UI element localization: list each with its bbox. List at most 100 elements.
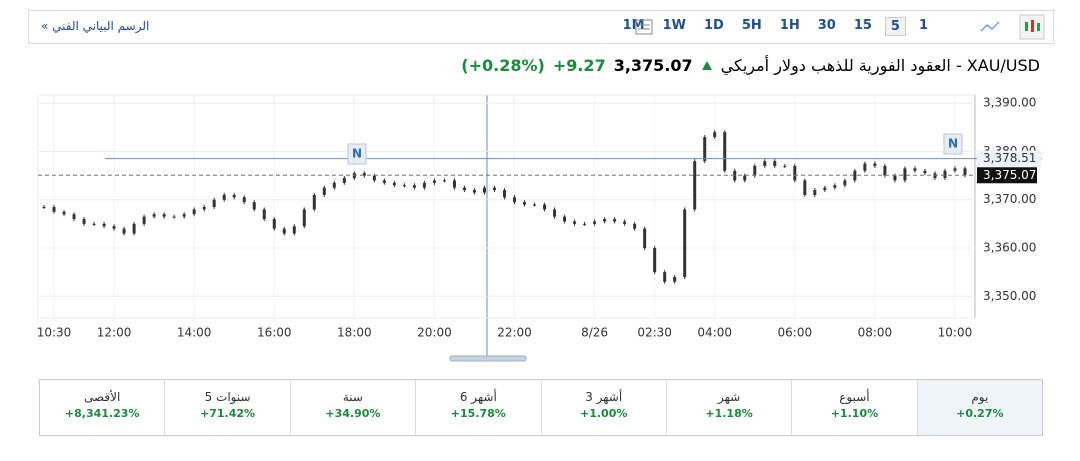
period-label: أسبوع [839,390,870,404]
candle-body [753,165,757,176]
interval-button[interactable]: 5H [741,18,762,33]
scroll-handle[interactable] [449,355,527,362]
x-tick-label: 20:00 [417,326,452,340]
candle-body [813,190,817,195]
x-tick-label: 08:00 [858,326,893,340]
candle-body [543,204,547,210]
last-price-label: 3,375.07 [983,168,1036,182]
candle-body [873,163,877,166]
performance-cell[interactable]: 3 أشهر +1.00% [540,380,666,435]
period-label: 3 أشهر [585,390,623,404]
candle-body [152,214,156,217]
candle-body [703,136,707,162]
candle-body [312,194,316,210]
performance-cell[interactable]: يوم +0.27% [916,380,1042,435]
performance-cell[interactable]: الأقصى +8,341.23% [40,380,164,435]
candle-body [202,206,206,210]
x-tick-label: 8/26 [581,326,608,340]
candle-body [272,219,276,229]
candle-body [593,221,597,224]
candle-body [833,185,837,188]
candle-body [342,178,346,183]
candle-body [232,194,236,198]
interval-button[interactable]: 1D [704,18,724,33]
interval-button[interactable]: 1W [662,18,686,33]
price: 3,375.07 [613,56,693,75]
candle-body [643,228,647,249]
change-percent: (+0.28%) [461,56,545,75]
candle-body [322,187,326,195]
candle-body [122,228,126,234]
candle-body [953,168,957,171]
candle-body [292,226,296,234]
candle-body [573,221,577,224]
news-marker [347,143,367,165]
candle-body [482,187,486,193]
reference-label: 3,378.51 [983,151,1036,165]
interval-button[interactable]: 5 [884,17,906,36]
candle-body [42,206,46,208]
interval-button[interactable]: 1H [779,18,800,33]
period-label: الأقصى [84,390,121,404]
candle-body [663,272,667,282]
candle-body [533,204,537,206]
interval-button[interactable]: 15 [853,18,872,33]
candle-body [442,180,446,182]
x-tick-label: 16:00 [257,326,292,340]
x-tick-label: 04:00 [697,326,732,340]
performance-cell[interactable]: 6 أشهر +15.78% [415,380,540,435]
x-tick-label: 12:00 [97,326,132,340]
period-change: +0.27% [956,407,1004,420]
candle-body [743,175,747,181]
candle-body [302,209,306,227]
candle-body [613,219,617,222]
candle-body [723,132,727,171]
performance-cell[interactable]: 5 سنوات +71.42% [164,380,289,435]
table-icon[interactable] [634,17,654,37]
candle-body [763,161,767,166]
performance-cell[interactable]: شهر +1.18% [665,380,791,435]
candle-body [913,168,917,171]
candle-body [923,170,927,174]
candle-body [653,248,657,273]
y-tick-label: 3,350.00 [983,289,1036,303]
x-tick-label: 18:00 [337,326,372,340]
candle-body [603,219,607,222]
candle-body [102,223,106,227]
candle-body [502,190,506,198]
interval-buttons: 1M 1W 1D 5H 1H 30 15 5 1 [618,17,933,36]
period-label: شهر [717,390,741,404]
candle-body [282,228,286,234]
candle-body [72,214,76,220]
reference-badge [977,150,1041,167]
candle-body [693,161,697,210]
candle-body [633,223,637,229]
interval-button[interactable]: 30 [817,18,836,33]
period-label: 5 سنوات [204,390,251,404]
candle-body [523,202,527,205]
candle-body [372,175,376,181]
candle-body [803,180,807,195]
news-marker-label: N [352,147,362,161]
candle-body [82,219,86,224]
news-marker-label: N [948,137,958,151]
candle-body [222,194,226,200]
technical-chart-link[interactable]: الرسم البياني الفني » [41,19,150,33]
candle-body [823,187,827,191]
x-tick-label: 14:00 [177,326,212,340]
x-tick-label: 10:00 [938,326,973,340]
candle-body [52,206,56,212]
performance-cell[interactable]: سنة +34.90% [289,380,415,435]
candle-body [162,214,166,217]
candle-body [452,180,456,188]
toolbar: الرسم البياني الفني » 1M 1W 1D 5H 1H 30 15 5 1 [28,10,1054,44]
candle-body [62,211,66,215]
performance-cell[interactable]: أسبوع +1.10% [791,380,916,435]
candle-chart-icon[interactable] [1019,14,1045,40]
plot-area [37,94,976,319]
candle-body [863,163,867,171]
candle-body [362,173,366,176]
line-chart-icon[interactable] [979,17,1001,37]
interval-button[interactable]: 1 [918,18,928,33]
